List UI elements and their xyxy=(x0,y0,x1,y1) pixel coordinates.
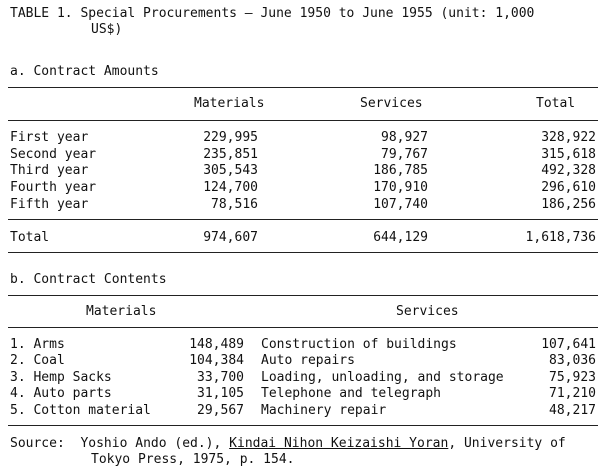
table-title: TABLE 1. Special Procurements — June 195… xyxy=(10,6,535,21)
service-value: 71,210 xyxy=(549,386,596,401)
row-label: Fifth year xyxy=(10,197,89,212)
material-value: 31,105 xyxy=(197,386,244,401)
services-value: 107,740 xyxy=(373,197,428,212)
rule-above-total xyxy=(8,219,598,220)
materials-value: 124,700 xyxy=(203,180,258,195)
total-label: Total xyxy=(10,230,50,245)
material-value: 148,489 xyxy=(189,337,244,352)
materials-value: 235,851 xyxy=(203,147,258,162)
material-item: 1. Arms xyxy=(10,337,65,352)
total-value: 315,618 xyxy=(541,147,596,162)
row-label: First year xyxy=(10,130,89,145)
source-note: Source: Yoshio Ando (ed.), Kindai Nihon … xyxy=(10,436,566,452)
grand-total-value: 1,618,736 xyxy=(525,230,596,245)
column-header-services: Services xyxy=(360,96,423,111)
section-b-heading: b. Contract Contents xyxy=(10,272,167,287)
material-item: 2. Coal xyxy=(10,353,65,368)
material-item: 4. Auto parts xyxy=(10,386,112,401)
rule-bottom-b xyxy=(8,425,598,426)
total-value: 492,328 xyxy=(541,163,596,178)
materials-value: 229,995 xyxy=(203,130,258,145)
services-value: 186,785 xyxy=(373,163,428,178)
row-label: Fourth year xyxy=(10,180,97,195)
total-value: 186,256 xyxy=(541,197,596,212)
source-note-line2: Tokyo Press, 1975, p. 154. xyxy=(91,452,295,467)
total-services-value: 644,129 xyxy=(373,230,428,245)
rule-top-b xyxy=(8,295,598,296)
service-item: Machinery repair xyxy=(261,403,387,418)
service-value: 107,641 xyxy=(541,337,596,352)
material-value: 33,700 xyxy=(197,370,244,385)
service-value: 83,036 xyxy=(549,353,596,368)
row-label: Third year xyxy=(10,163,89,178)
column-header-materials-b: Materials xyxy=(86,304,157,319)
rule-top-a xyxy=(8,87,598,88)
service-item: Telephone and telegraph xyxy=(261,386,442,401)
row-label: Second year xyxy=(10,147,97,162)
total-value: 296,610 xyxy=(541,180,596,195)
column-header-total: Total xyxy=(536,96,576,111)
rule-bottom-a xyxy=(8,252,598,253)
rule-under-header-a xyxy=(8,120,598,121)
services-value: 98,927 xyxy=(381,130,428,145)
section-a-heading: a. Contract Amounts xyxy=(10,64,159,79)
material-value: 29,567 xyxy=(197,403,244,418)
source-book-title: Kindai Nihon Keizaishi Yoran xyxy=(229,436,449,451)
column-header-materials: Materials xyxy=(194,96,265,111)
service-item: Construction of buildings xyxy=(261,337,457,352)
services-value: 170,910 xyxy=(373,180,428,195)
service-item: Auto repairs xyxy=(261,353,355,368)
material-value: 104,384 xyxy=(189,353,244,368)
material-item: 3. Hemp Sacks xyxy=(10,370,112,385)
source-label: Source: xyxy=(10,436,65,451)
rule-under-header-b xyxy=(8,327,598,328)
source-publisher: , University of xyxy=(448,436,566,451)
services-value: 79,767 xyxy=(381,147,428,162)
service-value: 75,923 xyxy=(549,370,596,385)
total-materials-value: 974,607 xyxy=(203,230,258,245)
material-item: 5. Cotton material xyxy=(10,403,151,418)
materials-value: 305,543 xyxy=(203,163,258,178)
table-title-continuation: US$) xyxy=(91,22,123,37)
service-value: 48,217 xyxy=(549,403,596,418)
materials-value: 78,516 xyxy=(211,197,258,212)
service-item: Loading, unloading, and storage xyxy=(261,370,504,385)
column-header-services-b: Services xyxy=(396,304,459,319)
total-value: 328,922 xyxy=(541,130,596,145)
source-author: Yoshio Ando (ed.), xyxy=(80,436,222,451)
